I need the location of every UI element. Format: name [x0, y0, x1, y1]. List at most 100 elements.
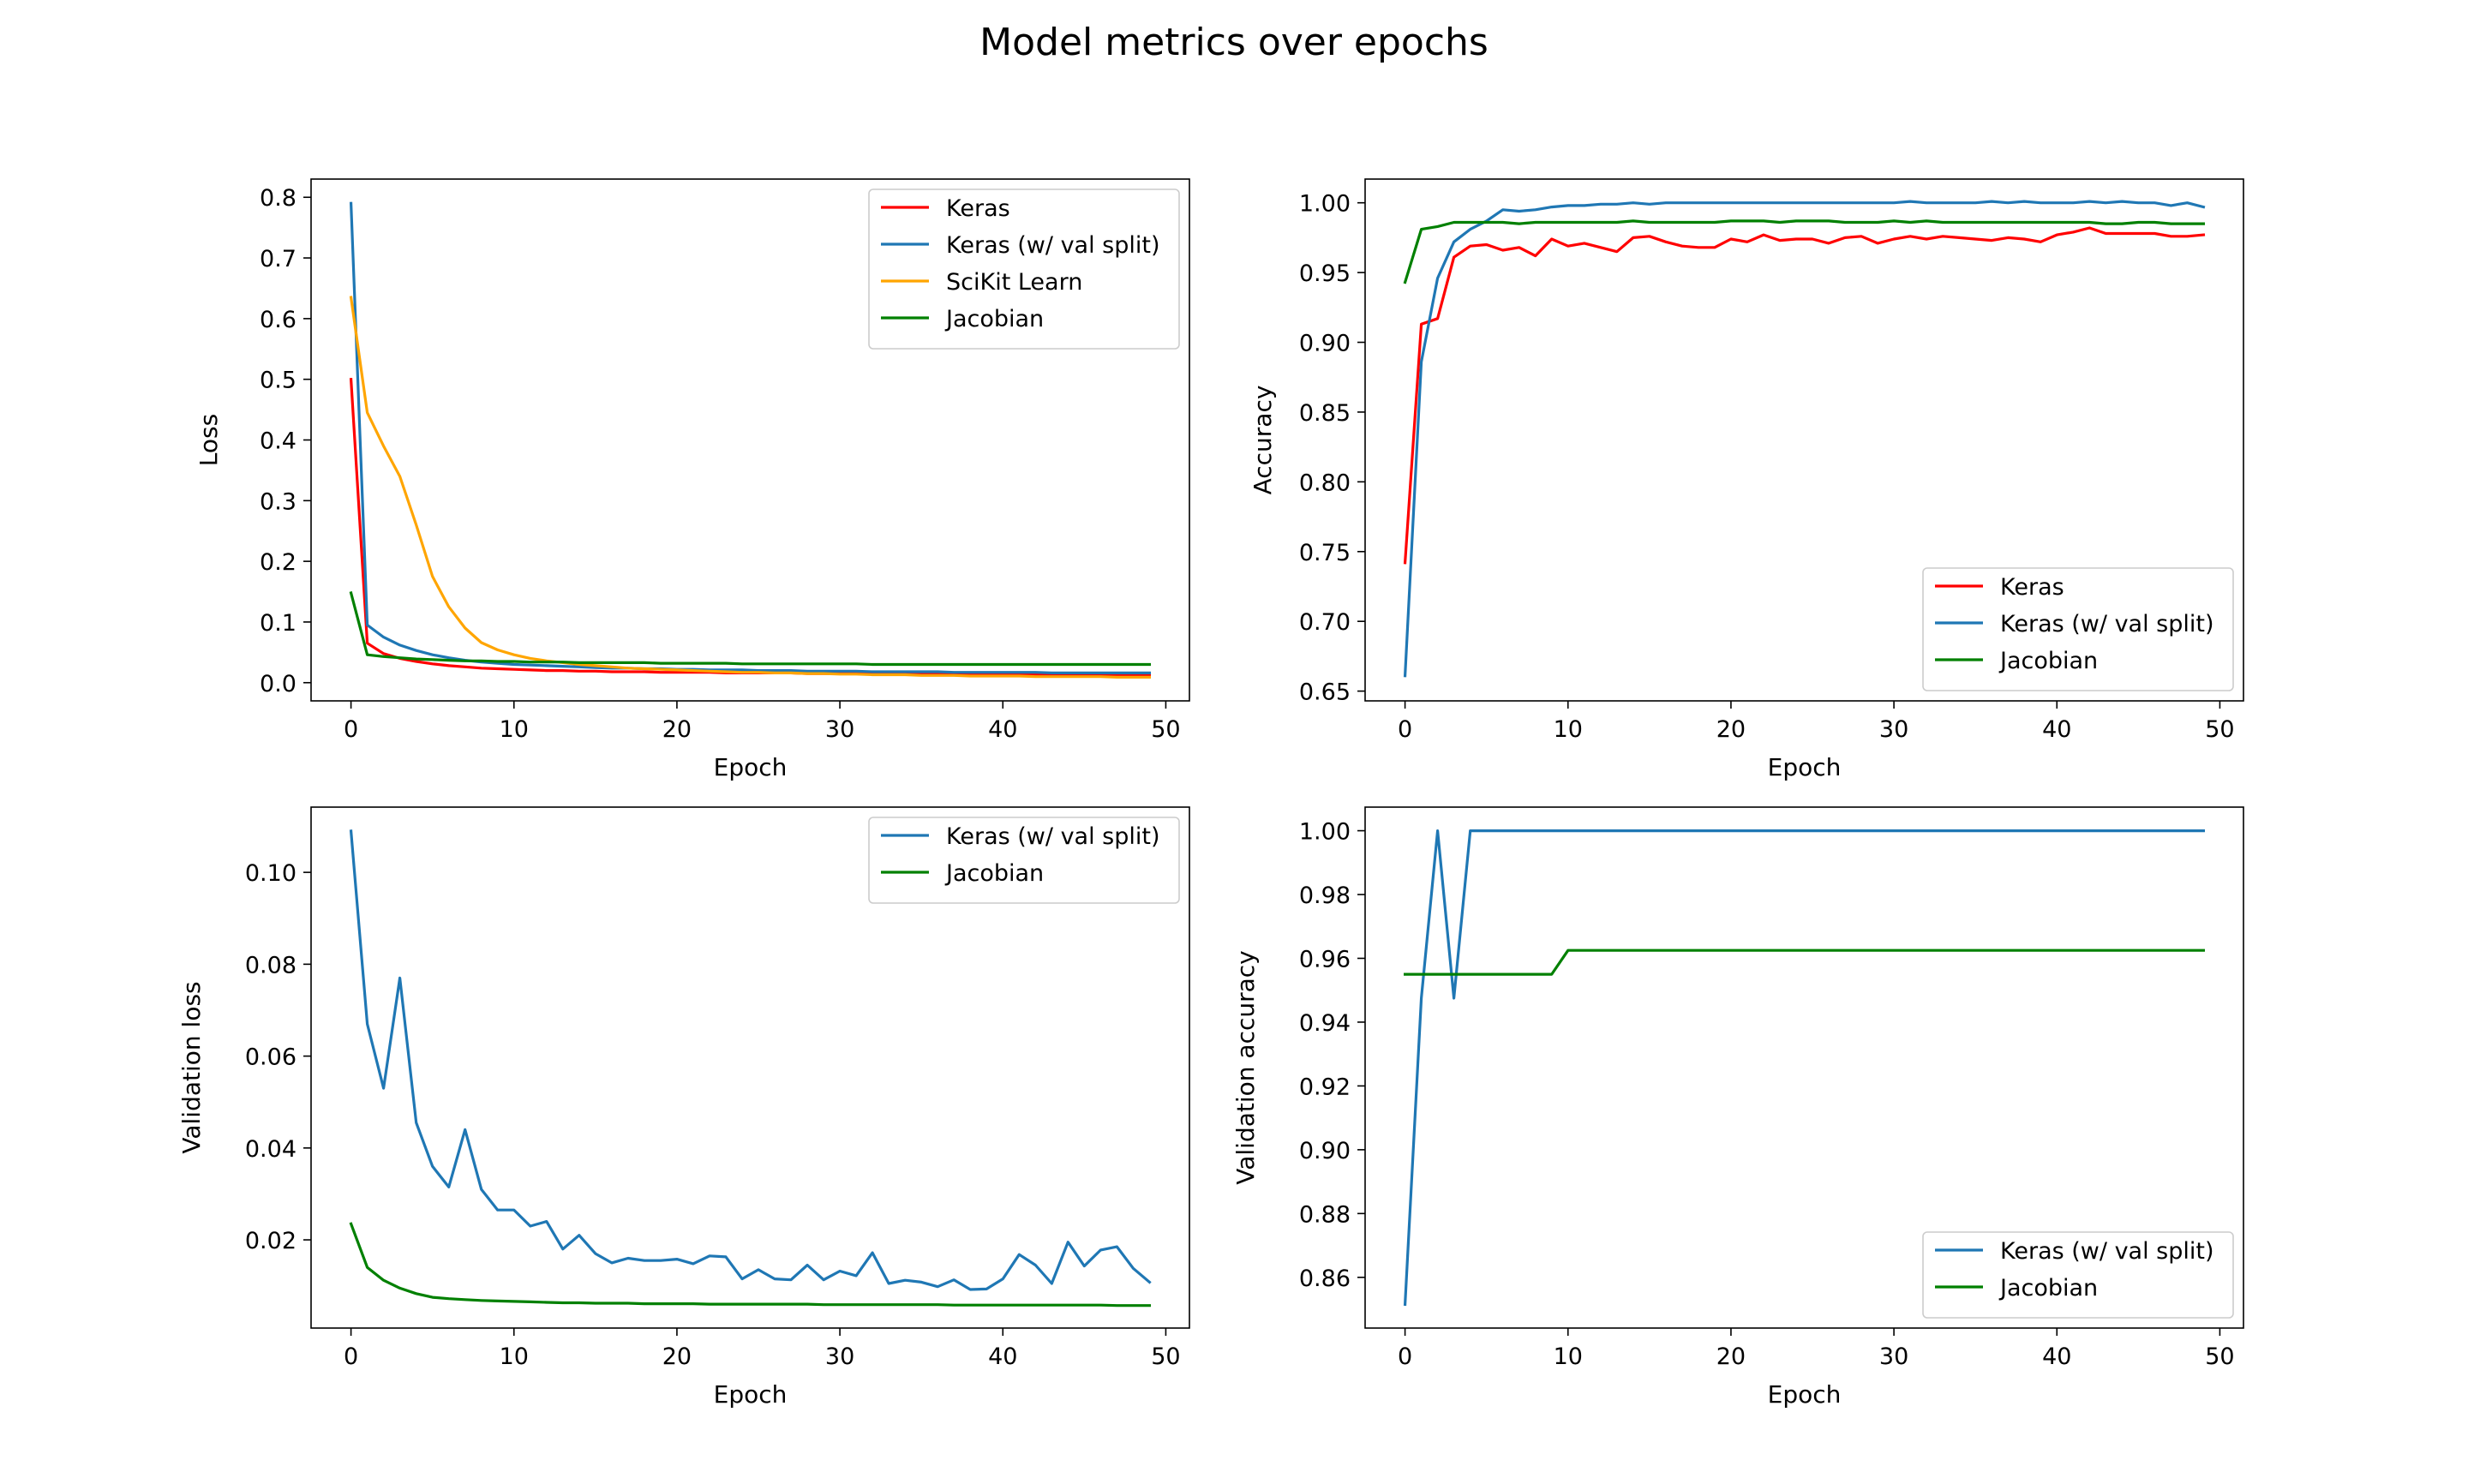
y-axis-label: Validation accuracy	[1231, 950, 1260, 1185]
y-tick-label: 0.86	[1299, 1266, 1351, 1292]
axes-frame	[1364, 806, 2244, 1329]
y-tick-label: 0.98	[1299, 883, 1351, 909]
legend-label: Jacobian	[944, 306, 1044, 332]
y-tick-label: 1.00	[1299, 191, 1351, 218]
subplot-4: 0 10 20 30 40 50 0.86 0.88 0.90 0.92 0.94 0.96 0.98 1…	[1231, 806, 2244, 1409]
y-tick-label: 0.2	[260, 549, 297, 576]
axes-frame	[310, 806, 1190, 1329]
x-tick-label: 40	[988, 1343, 1017, 1370]
x-tick-label: 0	[1398, 716, 1412, 743]
legend-label: Keras	[2000, 574, 2064, 601]
y-tick-label: 0.10	[245, 860, 297, 887]
y-tick-label: 0.95	[1299, 260, 1351, 287]
series-line-1-4	[349, 591, 1152, 667]
x-tick-label: 40	[988, 716, 1017, 743]
y-axis-label: Accuracy	[1249, 386, 1277, 495]
y-tick-label: 0.92	[1299, 1074, 1351, 1100]
x-tick-label: 0	[344, 1343, 358, 1370]
y-tick-label: 0.02	[245, 1228, 297, 1254]
series-line-1-3	[349, 296, 1152, 679]
x-axis-label: Epoch	[714, 1380, 788, 1409]
y-tick-label: 0.1	[260, 610, 297, 637]
y-tick-label: 0.6	[260, 307, 297, 333]
x-tick-label: 0	[344, 716, 358, 743]
legend-label: SciKit Learn	[946, 269, 1082, 296]
y-tick-label: 0.0	[260, 671, 297, 697]
y-tick-label: 0.80	[1299, 470, 1351, 496]
x-tick-label: 50	[1151, 716, 1180, 743]
y-tick-label: 0.88	[1299, 1201, 1351, 1228]
y-tick-label: 0.04	[245, 1136, 297, 1163]
x-tick-label: 50	[2205, 716, 2234, 743]
y-tick-label: 0.7	[260, 246, 297, 272]
y-tick-label: 0.85	[1299, 400, 1351, 427]
series-line-3-1	[349, 829, 1152, 1291]
series-line-3-2	[349, 1222, 1152, 1307]
legend-box	[1922, 567, 2234, 691]
x-tick-label: 40	[2042, 1343, 2071, 1370]
legend: Keras Keras (w/ val split) Jacobian	[1922, 567, 2234, 691]
x-tick-label: 30	[825, 716, 854, 743]
figure-title: Model metrics over epochs	[979, 21, 1489, 64]
x-tick-label: 10	[500, 1343, 529, 1370]
y-tick-label: 0.90	[1299, 1138, 1351, 1164]
y-tick-label: 0.70	[1299, 609, 1351, 636]
legend-label: Keras	[946, 195, 1010, 222]
legend: Keras Keras (w/ val split) SciKit Learn Jac…	[868, 188, 1180, 350]
y-tick-label: 0.96	[1299, 946, 1351, 972]
x-tick-label: 30	[825, 1343, 854, 1370]
series-line-4-2	[1403, 948, 2205, 976]
x-axis-label: Epoch	[714, 753, 788, 781]
legend-box	[868, 817, 1180, 904]
series-line-4-1	[1403, 829, 2205, 1307]
legend-label: Keras (w/ val split)	[2000, 1238, 2214, 1265]
legend-label: Jacobian	[944, 860, 1044, 887]
series-line-1-1	[349, 378, 1152, 677]
subplot-1: 0 10 20 30 40 50 0.0 0.1 0.2 0.3 0.4 0.5 0.6 0.7 0.8 Ep…	[195, 178, 1190, 781]
x-tick-label: 50	[1151, 1343, 1180, 1370]
legend-label: Keras (w/ val split)	[946, 823, 1160, 850]
x-tick-label: 20	[662, 1343, 692, 1370]
legend-box	[1922, 1231, 2234, 1319]
series-line-2-1	[1403, 226, 2206, 565]
y-tick-label: 0.06	[245, 1044, 297, 1071]
x-tick-label: 30	[1879, 1343, 1908, 1370]
axes-frame	[1364, 178, 2244, 702]
subplot-2: 0 10 20 30 40 50 0.65 0.70 0.75 0.80 0.85 0.90 0.95 1…	[1249, 178, 2244, 781]
x-axis-label: Epoch	[1768, 1380, 1842, 1409]
legend-box	[868, 188, 1180, 350]
x-tick-label: 10	[500, 716, 529, 743]
y-axis-label: Validation loss	[177, 981, 206, 1153]
y-tick-label: 1.00	[1299, 819, 1351, 846]
series-line-2-3	[1403, 219, 2205, 284]
y-tick-label: 0.8	[260, 185, 297, 212]
x-tick-label: 0	[1398, 1343, 1412, 1370]
legend-label: Jacobian	[1998, 1275, 2098, 1301]
y-tick-label: 0.75	[1299, 540, 1351, 566]
y-tick-label: 0.90	[1299, 331, 1351, 357]
y-tick-label: 0.08	[245, 952, 297, 978]
x-tick-label: 20	[1716, 716, 1746, 743]
legend-label: Jacobian	[1998, 648, 2098, 674]
x-axis-label: Epoch	[1768, 753, 1842, 781]
legend-label: Keras (w/ val split)	[946, 232, 1160, 259]
y-tick-label: 0.3	[260, 488, 297, 515]
y-tick-label: 0.65	[1299, 679, 1351, 706]
y-axis-label: Loss	[195, 414, 223, 466]
y-tick-label: 0.94	[1299, 1010, 1351, 1037]
y-tick-label: 0.4	[260, 428, 297, 455]
x-tick-label: 40	[2042, 716, 2071, 743]
x-tick-label: 20	[1716, 1343, 1746, 1370]
x-tick-label: 50	[2205, 1343, 2234, 1370]
x-tick-label: 30	[1879, 716, 1908, 743]
y-tick-label: 0.5	[260, 368, 297, 394]
legend-label: Keras (w/ val split)	[2000, 611, 2214, 637]
x-tick-label: 20	[662, 716, 692, 743]
legend: Keras (w/ val split) Jacobian	[868, 817, 1180, 904]
x-tick-label: 10	[1554, 1343, 1583, 1370]
subplot-3: 0 10 20 30 40 50 0.02 0.04 0.06 0.08 0.10 Epoch Vali…	[177, 806, 1190, 1409]
series-line-2-2	[1403, 200, 2206, 678]
legend: Keras (w/ val split) Jacobian	[1922, 1231, 2234, 1319]
